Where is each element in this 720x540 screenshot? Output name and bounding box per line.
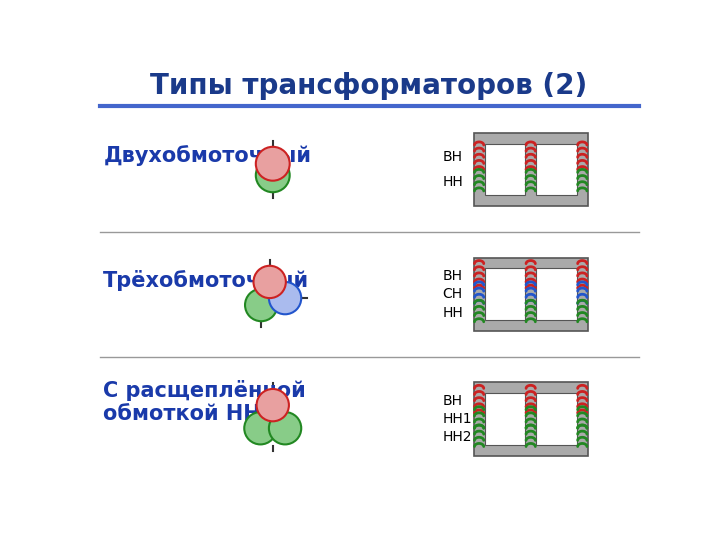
Bar — [474, 382, 588, 456]
Text: ВН: ВН — [442, 150, 462, 164]
Text: НН: НН — [442, 175, 463, 188]
Bar — [536, 393, 577, 445]
Text: Двухобмоточный: Двухобмоточный — [104, 145, 311, 166]
Ellipse shape — [245, 289, 277, 321]
Text: НН2: НН2 — [442, 430, 472, 444]
Bar — [485, 393, 526, 445]
Ellipse shape — [256, 389, 289, 421]
Bar — [474, 133, 588, 206]
Bar — [485, 144, 526, 195]
Ellipse shape — [269, 282, 301, 314]
Ellipse shape — [253, 266, 286, 298]
Text: Трёхобмоточный: Трёхобмоточный — [104, 270, 310, 291]
Text: С расщеплённой
обмоткой НН: С расщеплённой обмоткой НН — [104, 380, 306, 424]
Text: СН: СН — [442, 287, 462, 301]
Bar — [536, 144, 577, 195]
Ellipse shape — [244, 412, 276, 444]
Text: Типы трансформаторов (2): Типы трансформаторов (2) — [150, 72, 588, 100]
Bar — [474, 258, 588, 331]
Text: ВН: ВН — [442, 394, 462, 408]
Text: ВН: ВН — [442, 269, 462, 283]
Text: НН1: НН1 — [442, 412, 472, 426]
Ellipse shape — [256, 158, 289, 192]
Bar — [536, 268, 577, 320]
Bar — [485, 268, 526, 320]
Ellipse shape — [269, 412, 301, 444]
Ellipse shape — [256, 147, 289, 181]
Text: НН: НН — [442, 306, 463, 320]
